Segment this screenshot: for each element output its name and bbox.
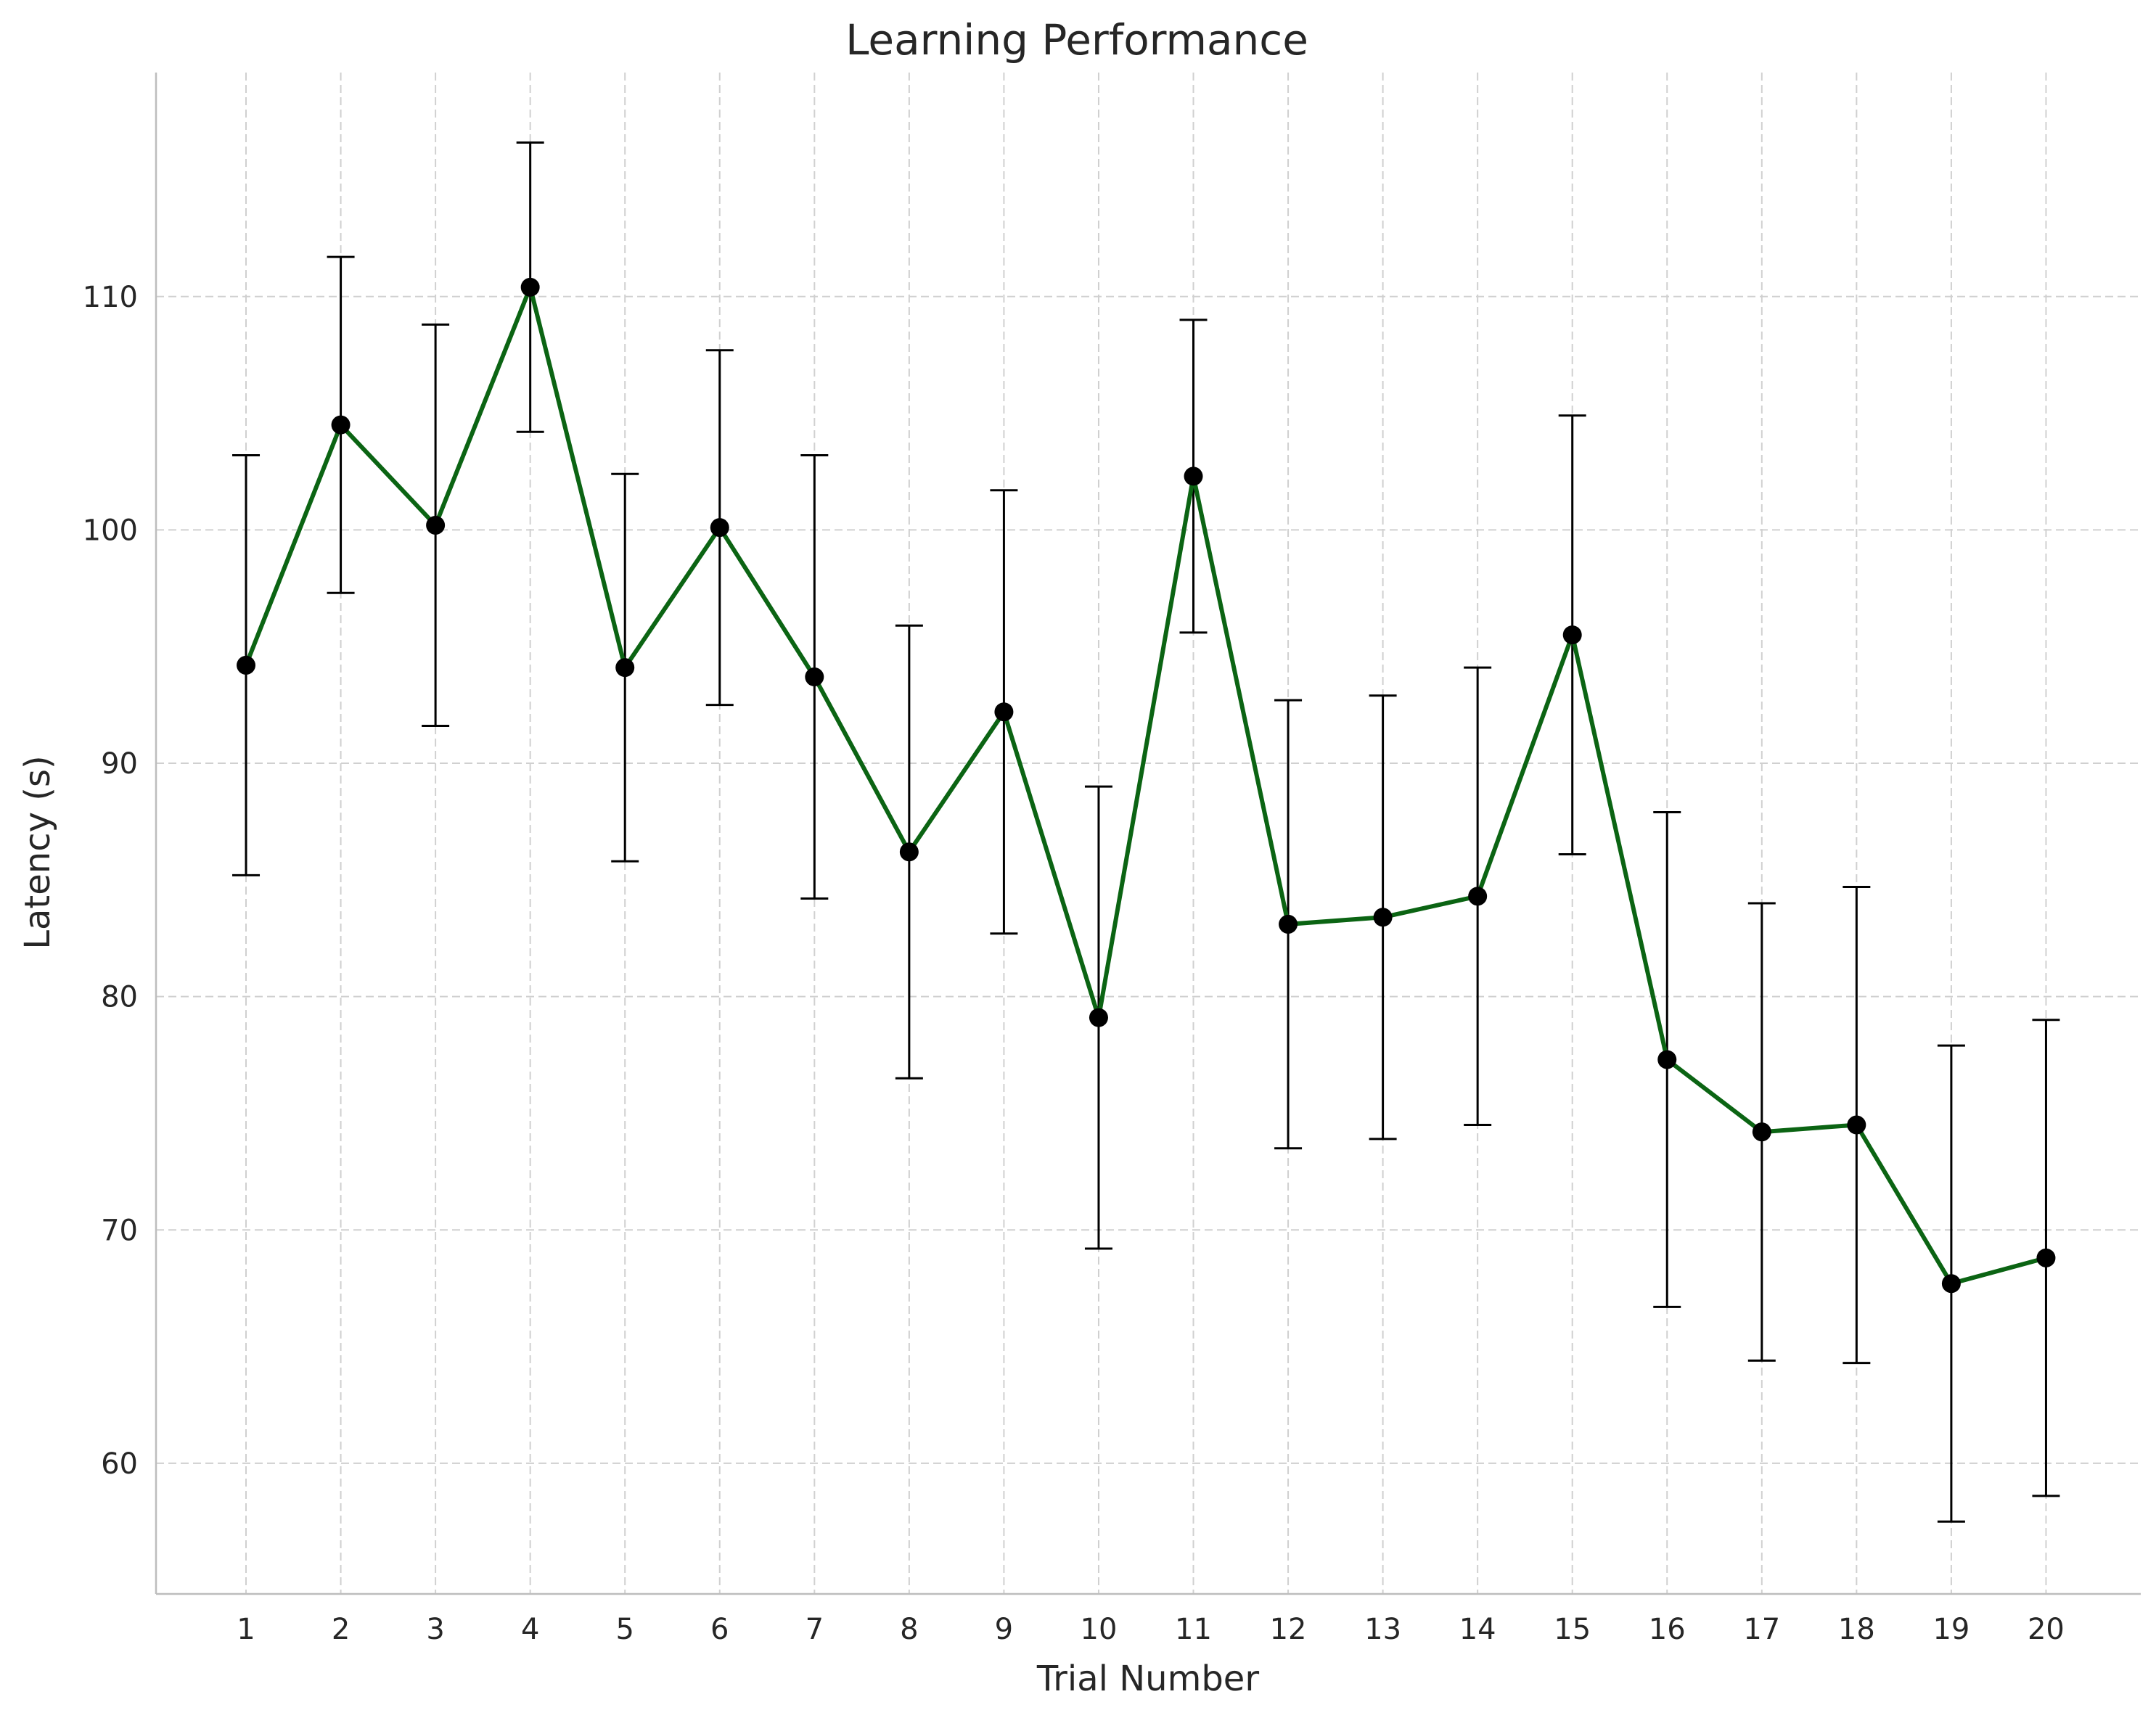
- data-point: [1468, 887, 1488, 906]
- x-tick-label: 3: [426, 1613, 444, 1646]
- x-tick-label: 4: [521, 1613, 539, 1646]
- chart-title: Learning Performance: [845, 15, 1308, 65]
- data-point: [1941, 1274, 1961, 1294]
- data-point: [2036, 1248, 2056, 1267]
- series-line: [244, 284, 2047, 1286]
- grid: [156, 73, 2141, 1594]
- y-tick-label: 70: [101, 1214, 138, 1247]
- y-axis-label: Latency (s): [17, 755, 58, 949]
- x-tick-label: 2: [332, 1613, 350, 1646]
- data-point: [1184, 467, 1203, 486]
- x-tick-label: 6: [710, 1613, 729, 1646]
- x-tick-label: 13: [1364, 1613, 1401, 1646]
- data-point: [237, 655, 256, 675]
- x-tick-label: 20: [2028, 1613, 2065, 1646]
- x-tick-label: 10: [1081, 1613, 1118, 1646]
- x-tick-label: 15: [1554, 1613, 1591, 1646]
- x-tick-label: 7: [806, 1613, 824, 1646]
- data-point: [805, 667, 824, 687]
- data-point: [331, 415, 351, 435]
- x-tick-label: 12: [1270, 1613, 1307, 1646]
- x-tick-label: 17: [1743, 1613, 1780, 1646]
- y-tick-label: 110: [83, 281, 138, 314]
- data-point: [994, 702, 1014, 722]
- y-tick-label: 80: [101, 981, 138, 1014]
- x-tick-label: 9: [995, 1613, 1013, 1646]
- y-tick-label: 60: [101, 1447, 138, 1481]
- data-point: [1752, 1122, 1771, 1142]
- data-point: [1847, 1115, 1866, 1135]
- data-point: [1657, 1050, 1677, 1069]
- x-tick-label: 11: [1175, 1613, 1212, 1646]
- data-point: [426, 515, 446, 535]
- x-tick-label: 19: [1932, 1613, 1969, 1646]
- x-tick-label: 16: [1649, 1613, 1686, 1646]
- data-point: [1562, 625, 1582, 645]
- data-point: [520, 277, 540, 297]
- data-point: [615, 658, 635, 678]
- x-ticks: 1 2 3 4 5 6 7 8 9 10 11 12 13 14 15 16 17 18 19 20: [237, 1613, 2065, 1646]
- x-tick-label: 8: [900, 1613, 918, 1646]
- y-ticks: 60 70 80 90 100 110: [83, 281, 138, 1481]
- x-tick-label: 1: [237, 1613, 255, 1646]
- data-point: [710, 518, 729, 538]
- data-point: [1279, 914, 1298, 934]
- data-point: [1373, 908, 1393, 927]
- x-tick-label: 5: [615, 1613, 634, 1646]
- y-tick-label: 90: [101, 747, 138, 781]
- data-points: [237, 277, 2056, 1294]
- data-point: [899, 842, 919, 862]
- data-point: [1089, 1008, 1108, 1027]
- x-tick-label: 14: [1459, 1613, 1496, 1646]
- x-axis-label: Trial Number: [1036, 1659, 1259, 1699]
- y-tick-label: 100: [83, 514, 138, 547]
- x-tick-label: 18: [1838, 1613, 1875, 1646]
